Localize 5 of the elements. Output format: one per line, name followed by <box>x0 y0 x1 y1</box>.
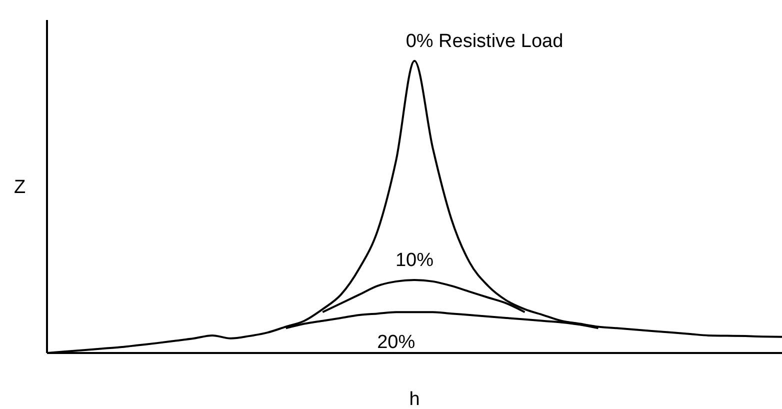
series-label: 0% Resistive Load <box>406 30 564 52</box>
y-axis-title: Z <box>14 177 26 198</box>
series-label: 10% <box>395 250 434 271</box>
x-axis-title: h <box>409 389 420 409</box>
series-label: 20% <box>377 332 416 354</box>
